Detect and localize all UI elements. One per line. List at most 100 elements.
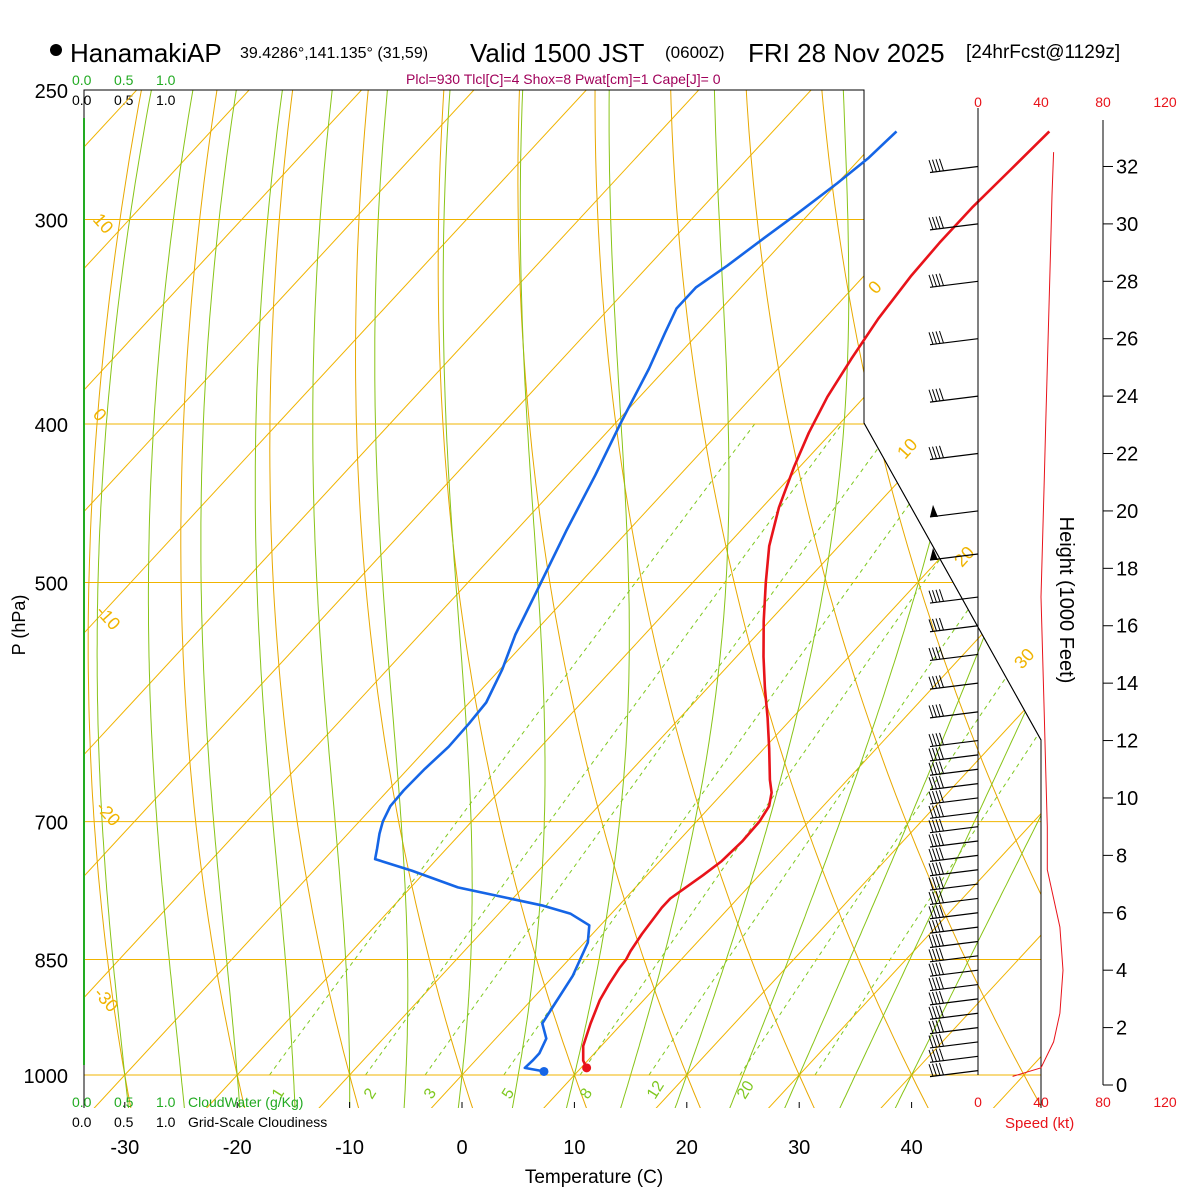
wind-feather [935, 647, 941, 660]
wind-barb-flag [928, 962, 944, 976]
wind-feather [939, 1062, 944, 1076]
cloudwater-tick-1: 0.5 [114, 72, 134, 88]
wind-barb-staff [929, 711, 979, 719]
wind-feather [939, 388, 944, 401]
wind-feather [932, 891, 937, 904]
height-tick-label: 22 [1116, 444, 1138, 466]
moist-adiabat-line [608, 90, 730, 1108]
wind-feather [935, 216, 941, 229]
valid-date: FRI 28 Nov 2025 [748, 38, 945, 68]
isotherm-line [620, 90, 1041, 1108]
wind-barb-flag [928, 704, 944, 718]
wind-feather [932, 676, 937, 689]
height-axis-title: Height (1000 Feet) [1055, 517, 1077, 684]
wind-barb-staff [929, 840, 979, 848]
wind-feather [928, 647, 934, 661]
wind-feather [939, 704, 944, 717]
dewpoint-surface-marker [539, 1066, 549, 1076]
wind-feather [928, 590, 934, 603]
isotherm-label: 10 [893, 434, 921, 462]
wind-feather [932, 848, 937, 861]
sounding-series [373, 130, 1051, 1076]
wind-feather [932, 805, 937, 818]
wind-feather [928, 748, 934, 761]
height-tick-label: 20 [1116, 501, 1138, 523]
wind-barb-staff [929, 897, 979, 906]
cloudiness-bottom-tick-2: 1.0 [156, 1114, 176, 1130]
temperature-tick-label: 30 [788, 1137, 810, 1159]
wind-feather [939, 976, 944, 990]
wind-feather [932, 963, 937, 976]
isotherm-line [396, 90, 1041, 1108]
isotherm-line [84, 90, 389, 1108]
pressure-tick-label: 1000 [24, 1066, 69, 1088]
wind-barb-flag [928, 158, 944, 173]
wind-feather [928, 274, 934, 288]
wind-feather [932, 1006, 937, 1019]
wind-feather [939, 790, 944, 803]
wind-feather [932, 1049, 937, 1062]
wind-feather [932, 618, 937, 632]
temperature-tick-label: -30 [110, 1137, 139, 1159]
station-dot-icon [50, 44, 62, 56]
wind-feather [939, 646, 944, 659]
speed-scale-top: 0 40 80 120 [974, 94, 1177, 110]
wind-feather [935, 876, 941, 889]
wind-barb-flag [928, 1034, 944, 1048]
moist-adiabat-line [556, 90, 630, 1108]
height-tick-label: 24 [1116, 386, 1138, 408]
height-tick-label: 14 [1116, 673, 1138, 695]
wind-feather [939, 273, 944, 286]
wind-barb-staff [929, 739, 979, 748]
wind-barb-flag [928, 1019, 944, 1034]
wind-feather [939, 330, 944, 344]
wind-feather [928, 159, 934, 173]
wind-barbs [928, 158, 979, 1078]
speed-bottom-tick-label: 120 [1153, 1094, 1177, 1110]
wind-barb-flag [928, 273, 944, 288]
isotherm-line [283, 90, 1041, 1108]
wind-barb-staff [929, 783, 979, 791]
station-coords: 39.4286°,141.135° (31,59) [240, 45, 428, 62]
wind-feather [928, 992, 934, 1005]
temperature-surface-marker [582, 1063, 592, 1073]
wind-barb-staff [929, 912, 979, 920]
temperature-tick-label: 20 [676, 1137, 698, 1159]
wind-feather [935, 934, 941, 947]
wind-feather [932, 819, 937, 833]
wind-barb-flag [928, 933, 944, 948]
wind-feather [935, 833, 941, 846]
wind-feather [935, 589, 941, 602]
wind-barb-flag [928, 1005, 944, 1020]
temperature-tick-label: -10 [335, 1137, 364, 1159]
valid-utc: (0600Z) [665, 43, 725, 62]
wind-feather [928, 820, 934, 833]
wind-barb-flag [928, 675, 944, 689]
wind-feather [935, 891, 941, 904]
temperature-line [581, 130, 1051, 1069]
height-tick-label: 8 [1116, 845, 1127, 867]
wind-feather [932, 159, 937, 172]
y-axis-title: P (hPa) [9, 595, 29, 656]
mixing-ratio-line [739, 423, 1041, 1076]
pressure-tick-label: 850 [35, 951, 68, 973]
isotherm-line [733, 90, 1041, 1108]
wind-barb-staff [929, 883, 979, 891]
wind-feather [935, 1020, 941, 1033]
wind-barb-flag [928, 804, 944, 819]
mixing-ratio-line [365, 423, 843, 1076]
wind-feather [928, 777, 934, 790]
moist-adiabat-line [147, 90, 199, 1108]
moist-adiabat-line [254, 90, 297, 1108]
height-tick-label: 12 [1116, 731, 1138, 753]
speed-top-tick-label: 120 [1153, 94, 1177, 110]
wind-barb-staff [929, 280, 979, 288]
wind-feather [939, 947, 944, 961]
wind-feather [935, 776, 941, 789]
wind-feather [939, 833, 944, 846]
moist-adiabat-line [374, 90, 409, 1108]
wind-feather [932, 590, 937, 603]
wind-feather [935, 388, 941, 402]
